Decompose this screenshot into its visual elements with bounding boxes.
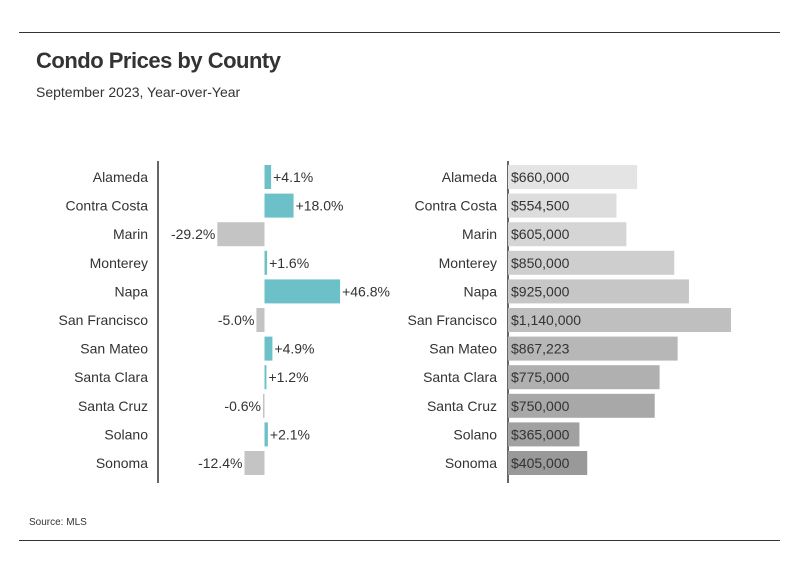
change-value-label: +4.1%	[273, 169, 313, 185]
change-value-label: +2.1%	[270, 426, 310, 442]
price-value-label: $365,000	[511, 426, 570, 442]
yoy-change-chart: Alameda +4.1% Contra Costa +18.0% Marin -29.2…	[59, 161, 390, 483]
change-bar	[217, 222, 265, 247]
price-category-label: Alameda	[442, 169, 497, 185]
price-category-label: Santa Cruz	[427, 398, 497, 414]
price-category-label: San Francisco	[408, 312, 498, 328]
change-category-label: Monterey	[90, 255, 148, 271]
change-bar	[264, 165, 272, 189]
change-category-label: Solano	[104, 426, 148, 442]
price-bar	[508, 336, 678, 361]
change-bar	[264, 193, 294, 218]
change-value-label: +4.9%	[274, 341, 314, 357]
price-category-label: San Mateo	[429, 341, 497, 357]
chart-title: Condo Prices by County	[36, 48, 281, 73]
price-bar	[508, 365, 660, 390]
price-value-label: $1,140,000	[511, 312, 581, 328]
change-bar	[244, 451, 265, 475]
price-value-label: $405,000	[511, 455, 570, 471]
bottom-rule	[19, 540, 780, 541]
price-value-label: $775,000	[511, 369, 570, 385]
price-bar	[508, 279, 689, 304]
price-bar	[508, 393, 655, 418]
change-bar	[263, 393, 265, 418]
price-bar	[508, 308, 731, 332]
price-bar	[508, 165, 638, 189]
price-category-label: Marin	[462, 226, 497, 242]
change-category-label: Sonoma	[96, 455, 148, 471]
price-value-label: $554,500	[511, 198, 570, 214]
chart-subtitle: September 2023, Year-over-Year	[36, 84, 241, 100]
change-value-label: +46.8%	[342, 283, 390, 299]
change-category-label: Contra Costa	[66, 198, 149, 214]
price-category-label: Solano	[453, 426, 497, 442]
change-bar	[264, 336, 273, 361]
change-category-label: Marin	[113, 226, 148, 242]
price-value-label: $867,223	[511, 341, 570, 357]
price-category-label: Santa Clara	[423, 369, 497, 385]
change-category-label: Alameda	[93, 169, 148, 185]
change-value-label: -5.0%	[218, 312, 255, 328]
change-bar	[264, 250, 268, 275]
price-category-label: Napa	[464, 283, 498, 299]
price-value-label: $850,000	[511, 255, 570, 271]
price-value-label: $660,000	[511, 169, 570, 185]
change-bar	[264, 365, 267, 390]
change-value-label: +18.0%	[296, 198, 344, 214]
change-category-label: Napa	[115, 283, 149, 299]
change-category-label: San Francisco	[59, 312, 149, 328]
change-category-label: Santa Clara	[74, 369, 148, 385]
change-bar	[264, 279, 341, 304]
change-bar	[256, 308, 265, 332]
change-value-label: -29.2%	[171, 226, 215, 242]
price-value-label: $925,000	[511, 283, 570, 299]
price-value-label: $605,000	[511, 226, 570, 242]
change-value-label: -12.4%	[198, 455, 242, 471]
price-value-label: $750,000	[511, 398, 570, 414]
price-category-label: Sonoma	[445, 455, 497, 471]
change-value-label: -0.6%	[224, 398, 261, 414]
change-bar	[264, 422, 268, 447]
change-value-label: +1.2%	[268, 369, 308, 385]
price-bar	[508, 422, 580, 447]
price-bar	[508, 250, 675, 275]
price-bar	[508, 222, 627, 247]
change-category-label: San Mateo	[80, 341, 148, 357]
price-bar	[508, 193, 617, 218]
top-rule	[19, 32, 780, 33]
change-category-label: Santa Cruz	[78, 398, 148, 414]
price-bar	[508, 451, 588, 475]
source-note: Source: MLS	[29, 517, 87, 528]
price-category-label: Contra Costa	[415, 198, 498, 214]
change-value-label: +1.6%	[269, 255, 309, 271]
median-price-chart: Alameda $660,000 Contra Costa $554,500 Marin…	[408, 161, 731, 483]
price-category-label: Monterey	[439, 255, 497, 271]
